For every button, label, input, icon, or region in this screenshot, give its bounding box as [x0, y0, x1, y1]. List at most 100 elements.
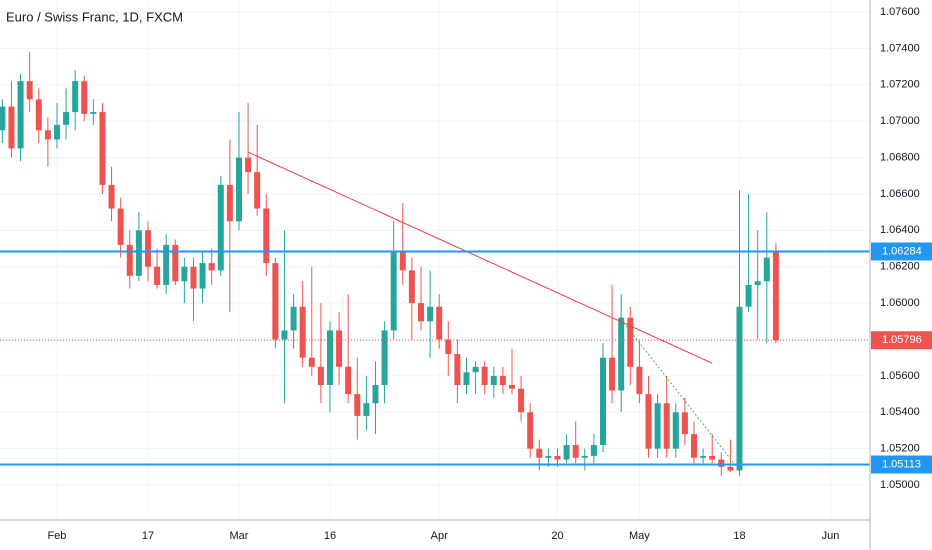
candle-body: [72, 81, 79, 113]
candle-body: [527, 412, 534, 449]
candle-body: [536, 448, 543, 458]
plot: [0, 52, 870, 476]
y-tick-label: 1.07600: [880, 6, 920, 18]
candle-body: [108, 184, 115, 209]
y-tick-label: 1.06600: [880, 188, 920, 200]
price-label: 1.05113: [882, 458, 921, 470]
candle-body: [627, 317, 634, 367]
y-tick-label: 1.05600: [880, 370, 920, 382]
candle-body: [709, 455, 716, 460]
candle-body: [681, 412, 688, 435]
y-tick-label: 1.07000: [880, 115, 920, 127]
candle-body: [563, 445, 570, 460]
candle-body: [436, 306, 443, 340]
candle-body: [290, 306, 297, 331]
price-label-box: [871, 242, 932, 261]
price-label-box: [871, 455, 932, 474]
candle-body: [345, 366, 352, 395]
candle-body: [381, 330, 388, 385]
candle-body: [372, 384, 379, 404]
candle-body: [172, 244, 179, 282]
candle-body: [163, 244, 170, 285]
candle-body: [672, 412, 679, 449]
candle-body: [0, 106, 6, 131]
candle-body: [35, 99, 42, 131]
candle-body: [317, 366, 324, 385]
candle-body: [281, 330, 288, 340]
candle-body: [190, 266, 197, 289]
x-tick-label: 16: [324, 530, 336, 542]
candle-body: [727, 466, 734, 471]
candle-body: [417, 303, 424, 322]
x-tick-label: Jun: [822, 530, 840, 542]
candle-body: [235, 157, 242, 222]
candle-body: [199, 263, 206, 289]
candle-body: [463, 372, 470, 385]
candle-body: [299, 306, 306, 358]
candle-body: [17, 81, 24, 149]
candle-body: [226, 184, 233, 222]
y-tick-label: 1.07400: [880, 42, 920, 54]
price-label-box: [871, 331, 932, 350]
candle-body: [581, 455, 588, 458]
candle-body: [518, 388, 525, 413]
candle-body: [63, 112, 70, 125]
x-tick-label: Feb: [47, 530, 66, 542]
y-tick-label: 1.06000: [880, 297, 920, 309]
candle-body: [144, 230, 151, 267]
candle-body: [354, 394, 361, 416]
candle-body: [217, 184, 224, 271]
price-label: 1.06284: [882, 245, 922, 257]
y-tick-label: 1.06200: [880, 261, 920, 273]
candle-body: [26, 81, 33, 100]
candle-body: [135, 230, 142, 276]
candle-body: [245, 157, 252, 173]
candle-body: [44, 130, 51, 140]
y-tick-label: 1.06400: [880, 224, 920, 236]
candle-body: [700, 455, 707, 458]
axes: 1.050001.052001.054001.056001.058001.060…: [47, 6, 932, 542]
candle-body: [490, 375, 497, 385]
candle-body: [718, 459, 725, 467]
candle-body: [654, 403, 661, 449]
candle-body: [763, 257, 770, 282]
candle-body: [636, 366, 643, 395]
candle-body: [308, 357, 315, 367]
candle-body: [554, 455, 561, 460]
x-tick-label: Mar: [230, 530, 249, 542]
candle-body: [545, 455, 552, 458]
candle-body: [745, 284, 752, 307]
candle-body: [618, 317, 625, 391]
candle-body: [53, 124, 60, 140]
candle-body: [117, 208, 124, 245]
candle-body: [663, 403, 670, 449]
candle-body: [126, 244, 133, 276]
chart-title: Euro / Swiss Franc, 1D, FXCM: [6, 9, 183, 24]
candle-body: [690, 434, 698, 458]
candle-body: [90, 112, 97, 114]
x-tick-label: May: [629, 530, 650, 542]
trend-line: [247, 151, 713, 364]
candle-body: [481, 366, 488, 385]
x-tick-label: Apr: [431, 530, 448, 542]
x-tick-label: 18: [733, 530, 745, 542]
candle-body: [445, 339, 452, 355]
y-tick-label: 1.05000: [880, 479, 920, 491]
candle-body: [609, 357, 616, 391]
candle-body: [81, 81, 88, 114]
candle-body: [572, 445, 579, 458]
candle-body: [390, 252, 397, 331]
y-tick-label: 1.06800: [880, 151, 920, 163]
y-tick-label: 1.05400: [880, 406, 920, 418]
y-tick-label: 1.07200: [880, 79, 920, 91]
y-tick-label: 1.05200: [880, 443, 920, 455]
candle-body: [508, 384, 515, 389]
candle-body: [754, 281, 761, 285]
candle-body: [326, 330, 333, 385]
candle-body: [208, 263, 215, 271]
candle-body: [254, 172, 261, 209]
candle-body: [772, 252, 779, 341]
candle-body: [8, 106, 15, 149]
candle-body: [427, 306, 434, 322]
